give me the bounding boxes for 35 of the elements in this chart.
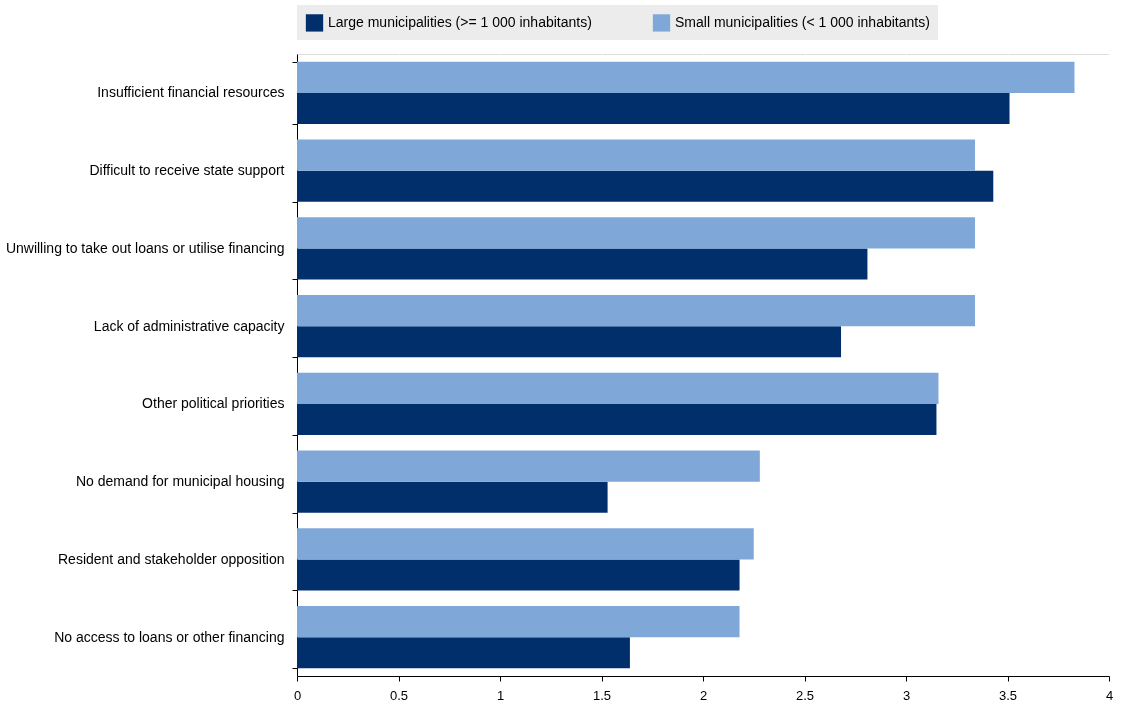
y-tick-label: Insufficient financial resources: [97, 84, 285, 101]
bar: [297, 559, 740, 591]
bar: [297, 326, 842, 358]
y-tick-label: Resident and stakeholder opposition: [58, 550, 285, 567]
x-tick-label: 3.5: [998, 687, 1018, 703]
y-tick-label: Lack of administrative capacity: [93, 317, 285, 334]
y-tick-label: Difficult to receive state support: [89, 162, 285, 179]
x-tick-label: 3: [902, 687, 911, 703]
x-tick-label: 0: [293, 687, 302, 703]
bar: [297, 403, 937, 435]
y-tick-label: Unwilling to take out loans or utilise financing: [5, 239, 285, 256]
x-tick-label: 2.5: [795, 687, 815, 703]
legend-label: Small municipalities (< 1 000 inhabitants): [675, 13, 930, 30]
bar: [297, 139, 976, 171]
x-tick-label: 1.5: [592, 687, 612, 703]
bar: [297, 248, 868, 280]
x-tick-label: 1: [496, 687, 505, 703]
y-tick-label: Other political priorities: [142, 395, 285, 412]
bar: [297, 606, 740, 638]
bar: [297, 450, 760, 482]
bar: [297, 481, 608, 513]
bar: [297, 61, 1075, 93]
legend-label: Large municipalities (>= 1 000 inhabitants): [328, 13, 592, 30]
y-tick-label: No access to loans or other financing: [54, 628, 285, 645]
bar: [297, 637, 630, 669]
x-tick-label: 4: [1105, 687, 1114, 703]
bar: [297, 295, 976, 327]
bar: [297, 372, 939, 404]
bar: [297, 528, 754, 560]
bar: [297, 170, 994, 202]
bar: [297, 92, 1010, 124]
x-tick-label: 0.5: [389, 687, 409, 703]
y-tick-label: No demand for municipal housing: [75, 473, 285, 490]
bar: [297, 217, 976, 249]
x-tick-label: 2: [699, 687, 708, 703]
